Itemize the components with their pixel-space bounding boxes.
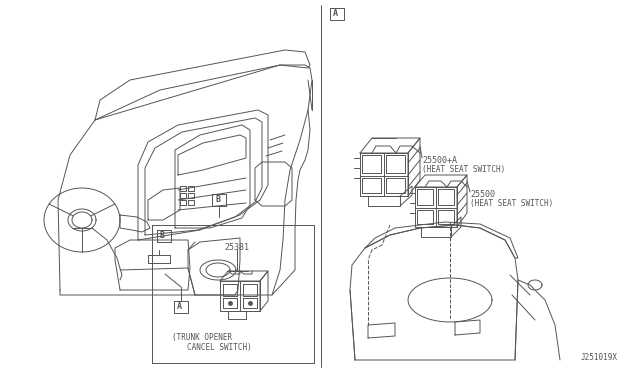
Text: B: B bbox=[160, 231, 165, 240]
Text: J251019X: J251019X bbox=[581, 353, 618, 362]
Text: (TRUNK OPENER: (TRUNK OPENER bbox=[172, 333, 232, 342]
Text: 25381: 25381 bbox=[225, 243, 250, 252]
Text: 25500+A: 25500+A bbox=[422, 156, 457, 165]
Text: (HEAT SEAT SWITCH): (HEAT SEAT SWITCH) bbox=[470, 199, 553, 208]
Text: B: B bbox=[215, 195, 220, 204]
Text: 25500: 25500 bbox=[470, 190, 495, 199]
Text: A: A bbox=[177, 302, 182, 311]
Text: CANCEL SWITCH): CANCEL SWITCH) bbox=[187, 343, 252, 352]
Text: A: A bbox=[333, 9, 338, 18]
Text: (HEAT SEAT SWITCH): (HEAT SEAT SWITCH) bbox=[422, 165, 505, 174]
